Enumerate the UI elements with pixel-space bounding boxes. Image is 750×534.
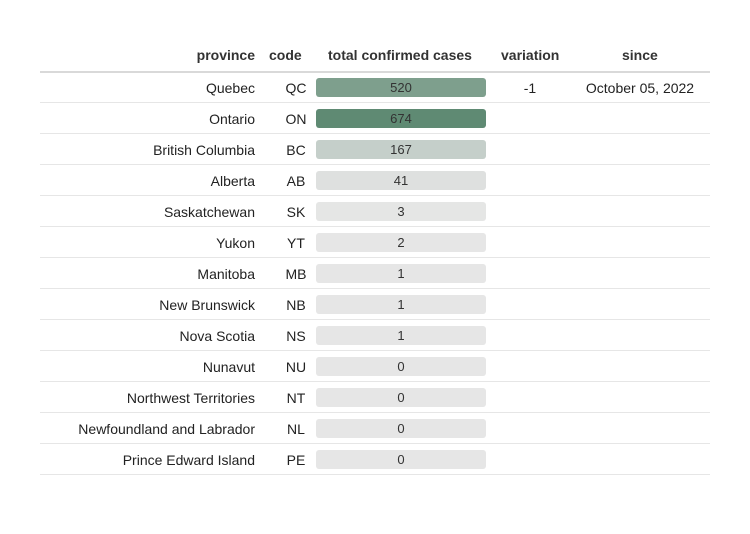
province-cell: New Brunswick (159, 297, 255, 313)
table-header: province code total confirmed cases vari… (40, 37, 710, 73)
code-cell: AB (286, 173, 306, 189)
header-province[interactable]: province (196, 47, 255, 63)
cases-value: 3 (397, 204, 405, 219)
province-cell: Manitoba (197, 266, 255, 282)
province-cell: Nunavut (202, 359, 255, 375)
province-cell: Newfoundland and Labrador (78, 421, 255, 437)
cases-bar (316, 264, 486, 283)
province-cell: Northwest Territories (126, 390, 255, 406)
cases-value: 1 (397, 266, 405, 281)
header-since[interactable]: since (622, 47, 658, 63)
cases-bar (316, 450, 486, 469)
cases-bar (316, 109, 486, 128)
cases-bar (316, 140, 486, 159)
province-cell: Alberta (210, 173, 255, 189)
cases-bar (316, 171, 486, 190)
cases-bar (316, 388, 486, 407)
province-cell: Ontario (209, 111, 255, 127)
province-cell: Quebec (205, 80, 255, 96)
cases-value: 2 (397, 235, 405, 250)
code-cell: QC (285, 80, 307, 96)
table-row: Nova Scotia NS 1 (40, 320, 710, 351)
table-row: Ontario ON 674 (40, 103, 710, 134)
cases-value: 1 (397, 297, 405, 312)
since-cell: October 05, 2022 (585, 80, 695, 96)
code-cell: NT (286, 390, 306, 406)
cases-bar (316, 357, 486, 376)
cases-bar (316, 233, 486, 252)
cases-bar (316, 326, 486, 345)
table-row: Prince Edward Island PE 0 (40, 444, 710, 475)
table-row: Yukon YT 2 (40, 227, 710, 258)
table-row: British Columbia BC 167 (40, 134, 710, 165)
cases-value: 0 (397, 359, 405, 374)
code-cell: NS (286, 328, 306, 344)
code-cell: YT (287, 235, 305, 251)
province-cell: Yukon (216, 235, 255, 251)
cases-value: 674 (390, 111, 412, 126)
table-row: Manitoba MB 1 (40, 258, 710, 289)
cases-bar (316, 202, 486, 221)
cases-value: 0 (397, 390, 405, 405)
table-row: Northwest Territories NT 0 (40, 382, 710, 413)
header-total-confirmed-cases[interactable]: total confirmed cases (328, 47, 472, 63)
variation-cell: -1 (523, 80, 537, 96)
table-row: Quebec QC 520 -1 October 05, 2022 (40, 72, 710, 103)
cases-value: 167 (390, 142, 412, 157)
table-row: Alberta AB 41 (40, 165, 710, 196)
table-row: Nunavut NU 0 (40, 351, 710, 382)
code-cell: ON (285, 111, 307, 127)
table-row: New Brunswick NB 1 (40, 289, 710, 320)
cases-value: 41 (393, 173, 409, 188)
code-cell: NL (287, 421, 305, 437)
province-cell: Nova Scotia (179, 328, 255, 344)
code-cell: BC (286, 142, 306, 158)
code-cell: NU (285, 359, 307, 375)
header-code[interactable]: code (269, 47, 302, 63)
cases-value: 1 (397, 328, 405, 343)
cases-value: 0 (397, 421, 405, 436)
code-cell: MB (285, 266, 307, 282)
province-cell: Saskatchewan (163, 204, 255, 220)
code-cell: NB (286, 297, 306, 313)
header-variation[interactable]: variation (501, 47, 560, 63)
cases-value: 0 (397, 452, 405, 467)
table-row: Newfoundland and Labrador NL 0 (40, 413, 710, 444)
cases-bar (316, 295, 486, 314)
code-cell: PE (286, 452, 306, 468)
cases-value: 520 (390, 80, 412, 95)
cases-bar (316, 78, 486, 97)
province-cell: British Columbia (153, 142, 255, 158)
code-cell: SK (286, 204, 306, 220)
cases-bar (316, 419, 486, 438)
province-cell: Prince Edward Island (122, 452, 255, 468)
table-row: Saskatchewan SK 3 (40, 196, 710, 227)
